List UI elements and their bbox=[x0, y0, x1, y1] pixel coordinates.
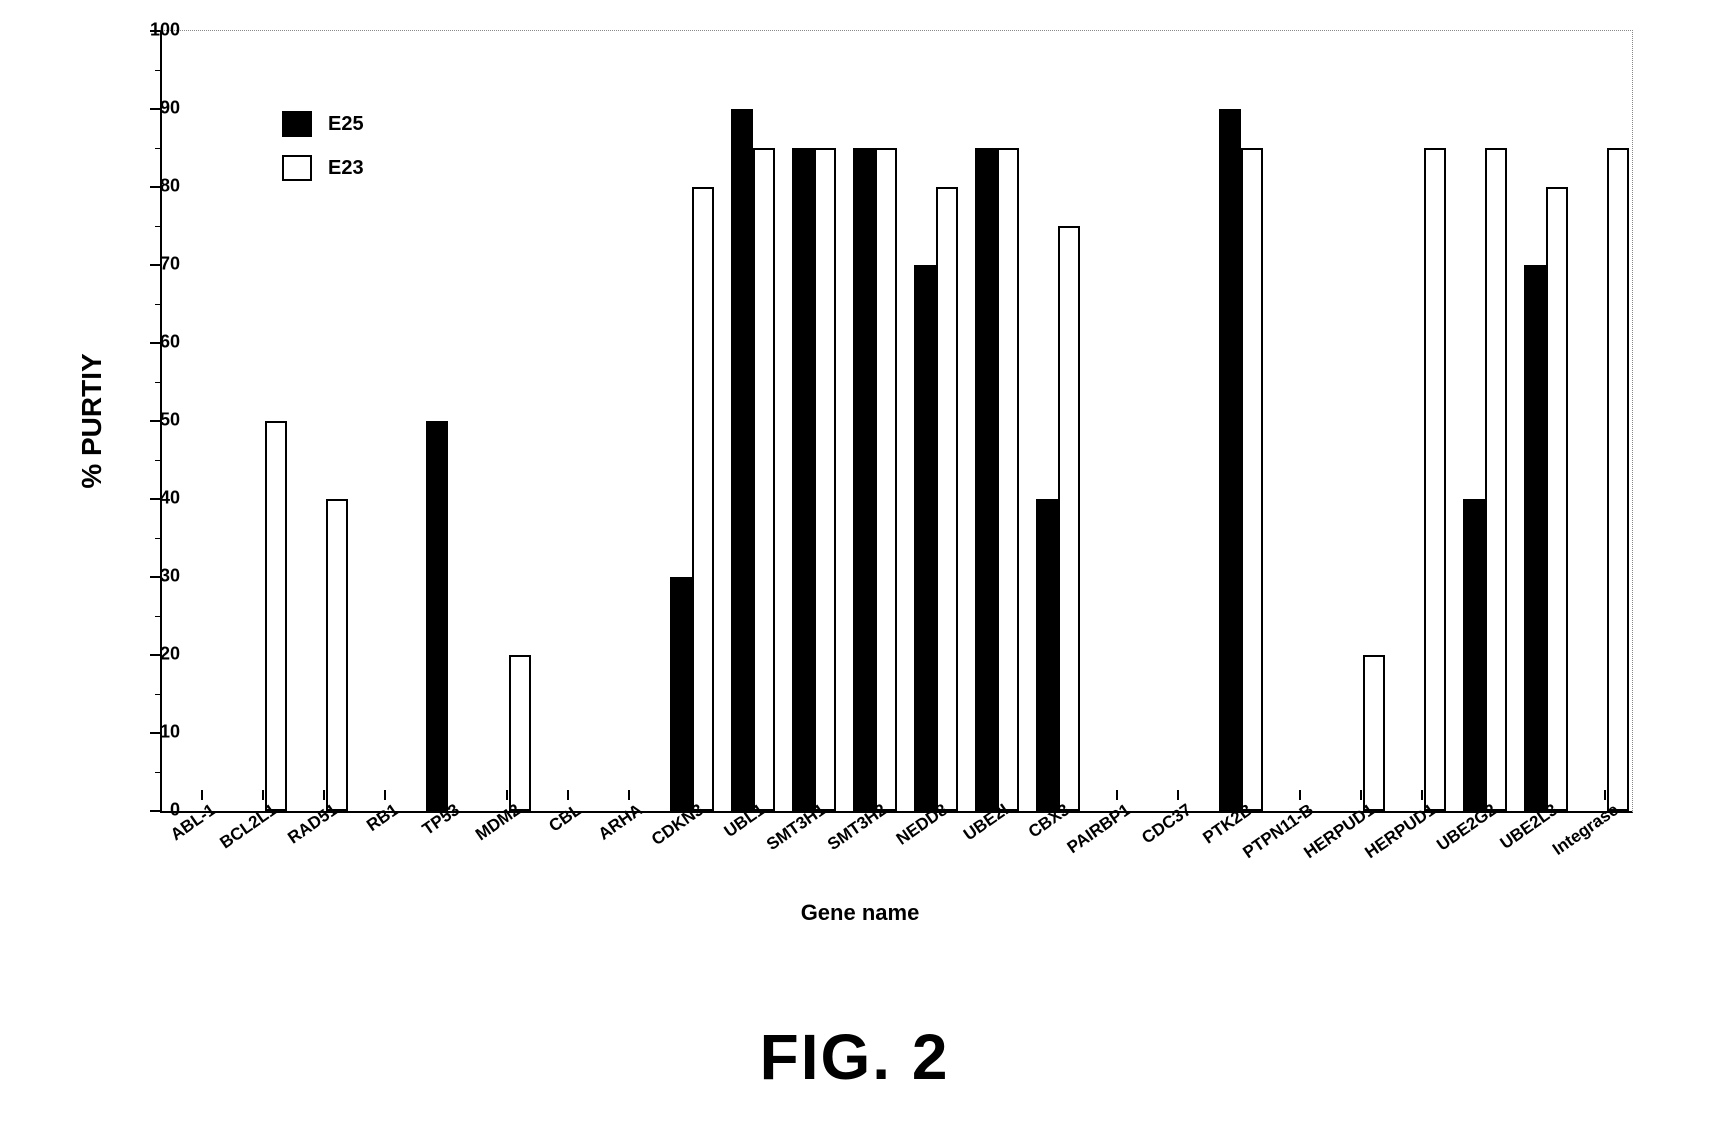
ytick-minor bbox=[155, 772, 160, 773]
chart-container: % PURTIY E25 E23 0102030405060708090100 … bbox=[60, 10, 1660, 930]
bar-e25-nedd8 bbox=[914, 265, 936, 811]
bar-e23-integrase bbox=[1607, 148, 1629, 811]
ytick-label: 40 bbox=[120, 488, 180, 509]
bar-e23-herpud1 bbox=[1424, 148, 1446, 811]
bar-e23-cdkn3 bbox=[692, 187, 714, 811]
ytick-label: 10 bbox=[120, 722, 180, 743]
bar-e25-ube2l3 bbox=[1524, 265, 1546, 811]
ytick-label: 30 bbox=[120, 566, 180, 587]
xtick-mark bbox=[384, 790, 386, 800]
xtick-mark bbox=[262, 790, 264, 800]
bar-e23-smt3h2 bbox=[875, 148, 897, 811]
bar-e23-ube2l3 bbox=[1546, 187, 1568, 811]
figure-caption: FIG. 2 bbox=[760, 1020, 950, 1094]
bar-e23-smt3h1 bbox=[814, 148, 836, 811]
ytick-minor bbox=[155, 148, 160, 149]
xtick-mark bbox=[1360, 790, 1362, 800]
xtick-mark bbox=[811, 790, 813, 800]
bar-e25-ube2g2 bbox=[1463, 499, 1485, 811]
xtick-mark bbox=[1299, 790, 1301, 800]
bar-e23-ubl1 bbox=[753, 148, 775, 811]
bar-e23-rad51 bbox=[326, 499, 348, 811]
bar-e25-ubl1 bbox=[731, 109, 753, 811]
xtick-mark bbox=[628, 790, 630, 800]
page: % PURTIY E25 E23 0102030405060708090100 … bbox=[0, 0, 1709, 1144]
ytick-minor bbox=[155, 382, 160, 383]
xtick-mark bbox=[689, 790, 691, 800]
ytick-minor bbox=[155, 70, 160, 71]
ytick-label: 20 bbox=[120, 644, 180, 665]
ytick-minor bbox=[155, 538, 160, 539]
xtick-mark bbox=[1116, 790, 1118, 800]
xtick-mark bbox=[933, 790, 935, 800]
bar-e23-mdm2 bbox=[509, 655, 531, 811]
plot-area: % PURTIY E25 E23 bbox=[160, 30, 1633, 813]
bar-e23-ube2g2 bbox=[1485, 148, 1507, 811]
bar-e25-ptk2b bbox=[1219, 109, 1241, 811]
bar-e23-bcl2l1 bbox=[265, 421, 287, 811]
bar-e23-nedd8 bbox=[936, 187, 958, 811]
xtick-mark bbox=[1177, 790, 1179, 800]
bar-e25-smt3h2 bbox=[853, 148, 875, 811]
legend-item-e23: E23 bbox=[282, 155, 412, 181]
legend-swatch-e25 bbox=[282, 111, 312, 137]
ytick-label: 80 bbox=[120, 176, 180, 197]
ytick-label: 100 bbox=[120, 20, 180, 41]
legend-swatch-e23 bbox=[282, 155, 312, 181]
xtick-mark bbox=[872, 790, 874, 800]
xtick-mark bbox=[1543, 790, 1545, 800]
ytick-minor bbox=[155, 694, 160, 695]
bar-e25-tp53 bbox=[426, 421, 448, 811]
xtick-mark bbox=[1482, 790, 1484, 800]
bar-e25-smt3h1 bbox=[792, 148, 814, 811]
xtick-mark bbox=[567, 790, 569, 800]
xtick-mark bbox=[1604, 790, 1606, 800]
ytick-minor bbox=[155, 304, 160, 305]
bar-e25-cdkn3 bbox=[670, 577, 692, 811]
bar-e23-herpud1 bbox=[1363, 655, 1385, 811]
ytick-label: 60 bbox=[120, 332, 180, 353]
x-axis-label: Gene name bbox=[801, 900, 920, 926]
xtick-mark bbox=[1421, 790, 1423, 800]
legend-item-e25: E25 bbox=[282, 111, 412, 137]
ytick-minor bbox=[155, 460, 160, 461]
xtick-mark bbox=[1055, 790, 1057, 800]
ytick-minor bbox=[155, 616, 160, 617]
legend: E25 E23 bbox=[282, 111, 412, 199]
legend-label-e25: E25 bbox=[328, 113, 364, 136]
xtick-mark bbox=[323, 790, 325, 800]
ytick-label: 50 bbox=[120, 410, 180, 431]
ytick-label: 70 bbox=[120, 254, 180, 275]
ytick-minor bbox=[155, 226, 160, 227]
xtick-mark bbox=[506, 790, 508, 800]
bar-e23-ptk2b bbox=[1241, 148, 1263, 811]
y-axis-label: % PURTIY bbox=[76, 353, 108, 488]
xtick-mark bbox=[1238, 790, 1240, 800]
xtick-mark bbox=[445, 790, 447, 800]
ytick-label: 0 bbox=[120, 800, 180, 821]
bar-e25-cbx3 bbox=[1036, 499, 1058, 811]
legend-label-e23: E23 bbox=[328, 157, 364, 180]
xtick-mark bbox=[994, 790, 996, 800]
bar-e23-ube2i bbox=[997, 148, 1019, 811]
bar-e23-cbx3 bbox=[1058, 226, 1080, 811]
ytick-label: 90 bbox=[120, 98, 180, 119]
bar-e25-ube2i bbox=[975, 148, 997, 811]
xtick-mark bbox=[201, 790, 203, 800]
xtick-mark bbox=[750, 790, 752, 800]
